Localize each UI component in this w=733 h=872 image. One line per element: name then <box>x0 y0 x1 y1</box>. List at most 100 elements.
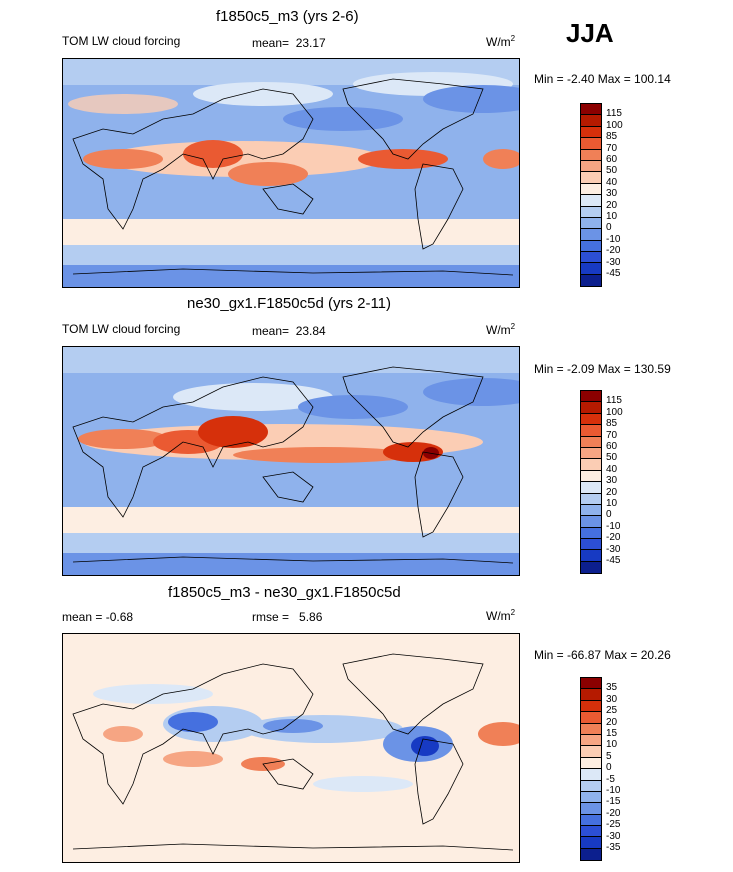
colorbar-swatch <box>581 493 601 505</box>
colorbar-tick-label: -30 <box>606 256 621 268</box>
colorbar-tick-label: -20 <box>606 245 621 257</box>
colorbar-swatch <box>581 516 601 528</box>
colorbar-tick-label: 85 <box>606 131 618 143</box>
colorbar-swatch <box>581 482 601 494</box>
colorbar-tick-label: 60 <box>606 154 618 165</box>
colorbar-swatch <box>581 550 601 562</box>
colorbar-swatch <box>581 734 601 747</box>
panel-2-mean-value: 23.84 <box>295 324 326 338</box>
map-3-pos-indian-ocean <box>163 751 223 767</box>
colorbar-swatch <box>581 263 601 275</box>
colorbar-tick-label: -10 <box>606 785 621 796</box>
colorbar-tick-label: -25 <box>606 819 621 831</box>
panel-3-units-base: W/m <box>486 609 511 623</box>
colorbar-swatch <box>581 700 601 713</box>
panel-3-rmse: rmse = 5.86 <box>252 610 322 624</box>
map-1-southern-band <box>63 219 519 245</box>
colorbar-tick-label: 30 <box>606 475 618 487</box>
panel-1-colorbar <box>580 103 602 288</box>
colorbar-tick-label: 0 <box>606 222 612 234</box>
colorbar-swatch <box>581 195 601 207</box>
colorbar-tick-label: 70 <box>606 429 618 441</box>
colorbar-swatch <box>581 803 601 815</box>
panel-3-units: W/m2 <box>486 608 515 623</box>
map-3-coastlines <box>72 653 514 851</box>
map-3-neg-core-2 <box>411 736 439 756</box>
panel-2-variable-label: TOM LW cloud forcing <box>62 322 181 336</box>
colorbar-swatch <box>581 160 601 173</box>
colorbar-tick-label: 115 <box>606 108 622 120</box>
colorbar-swatch <box>581 780 601 792</box>
panel-1-map-svg <box>63 59 519 287</box>
season-label: JJA <box>566 18 614 48</box>
panel-1-map <box>62 58 520 288</box>
colorbar-swatch <box>581 149 601 161</box>
colorbar-tick-label: -20 <box>606 807 621 819</box>
colorbar-tick-label: -35 <box>606 842 621 853</box>
map-1-maritime-hotspot <box>228 162 308 186</box>
colorbar-tick-label: 20 <box>606 486 618 498</box>
colorbar-swatch <box>581 848 601 861</box>
colorbar-tick-label: -45 <box>606 555 621 566</box>
colorbar-tick-label: 0 <box>606 509 612 521</box>
panel-1-units-exp: 2 <box>510 34 516 43</box>
panel-3-colorbar <box>580 677 602 862</box>
colorbar-swatch <box>581 252 601 264</box>
colorbar-swatch <box>581 689 601 701</box>
colorbar-tick-label: 70 <box>606 142 618 154</box>
panel-3-rmse-label: rmse = <box>252 610 290 624</box>
colorbar-tick-label: 60 <box>606 441 618 452</box>
colorbar-swatch <box>581 447 601 460</box>
colorbar-tick-label: 50 <box>606 165 618 177</box>
colorbar-tick-label: 30 <box>606 693 618 705</box>
map-3-pos-east <box>478 722 519 746</box>
map-1-africa-hotspot <box>83 149 163 169</box>
colorbar-swatch <box>581 746 601 758</box>
panel-2-minmax: Min = -2.09 Max = 130.59 <box>534 362 671 376</box>
panel-2-mean-label: mean= <box>252 324 290 338</box>
map-1-atlantic-low <box>423 85 519 113</box>
colorbar-tick-label: 35 <box>606 682 618 694</box>
colorbar-tick-label: 10 <box>606 211 618 222</box>
map-2-antarctic <box>63 553 519 575</box>
colorbar-swatch <box>581 459 601 471</box>
colorbar-swatch <box>581 504 601 517</box>
panel-2-map-svg <box>63 347 519 575</box>
colorbar-swatch <box>581 791 601 804</box>
colorbar-tick-label: -45 <box>606 268 621 279</box>
panel-3-map-svg <box>63 634 519 862</box>
panel-2-map <box>62 346 520 576</box>
colorbar-swatch <box>581 183 601 196</box>
colorbar-swatch <box>581 769 601 781</box>
colorbar-tick-label: 10 <box>606 739 618 751</box>
colorbar-swatch <box>581 206 601 218</box>
colorbar-swatch <box>581 274 601 287</box>
colorbar-swatch <box>581 539 601 551</box>
map-1-band-north <box>68 94 178 114</box>
panel-1-variable-label: TOM LW cloud forcing <box>62 34 181 48</box>
colorbar-tick-label: -15 <box>606 796 621 808</box>
map-2-southern-ocean <box>63 533 519 553</box>
colorbar-tick-label: 100 <box>606 119 623 131</box>
map-2-africa-hotspot <box>78 429 168 449</box>
map-1-antarctic <box>63 265 519 287</box>
panel-1-title: f1850c5_m3 (yrs 2-6) <box>216 8 359 25</box>
map-1-pacific-low <box>283 107 403 131</box>
panel-2-colorbar <box>580 390 602 575</box>
map-3-neg-core-1 <box>168 712 218 732</box>
colorbar-tick-label: -10 <box>606 233 621 245</box>
colorbar-tick-label: -10 <box>606 520 621 532</box>
colorbar-swatch <box>581 104 601 116</box>
colorbar-tick-label: -30 <box>606 543 621 555</box>
colorbar-swatch <box>581 678 601 690</box>
panel-2-title: ne30_gx1.F1850c5d (yrs 2-11) <box>187 295 392 312</box>
panel-1-units-base: W/m <box>486 35 511 49</box>
map-1-southern-ocean <box>63 245 519 265</box>
colorbar-swatch <box>581 402 601 414</box>
map-2-pacific-low <box>298 395 408 419</box>
map-2-atlantic-low <box>423 378 519 406</box>
colorbar-tick-label: 5 <box>606 750 612 762</box>
colorbar-tick-label: 25 <box>606 705 618 717</box>
colorbar-swatch <box>581 814 601 827</box>
map-1-pacific-itcz <box>358 149 448 169</box>
